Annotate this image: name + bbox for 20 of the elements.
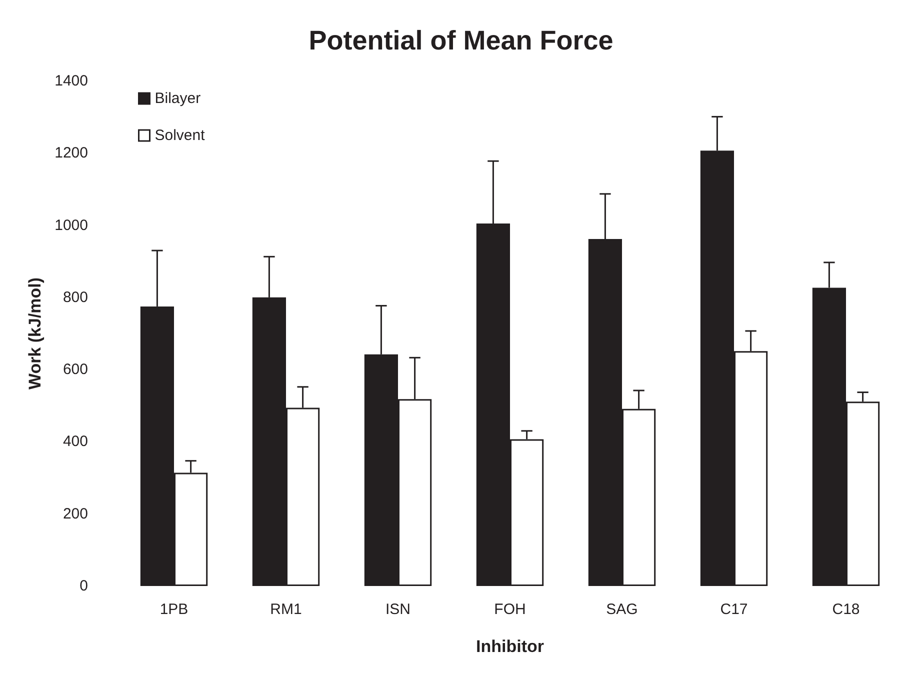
legend-label: Bilayer bbox=[154, 90, 201, 107]
legend-label: Solvent bbox=[154, 127, 206, 144]
chart-title: Potential of Mean Force bbox=[308, 26, 614, 56]
y-tick-label: 600 bbox=[62, 361, 88, 378]
x-tick-label: C17 bbox=[720, 601, 748, 618]
x-tick-label: ISN bbox=[385, 601, 411, 618]
y-tick-label: 1400 bbox=[54, 72, 88, 90]
y-tick-label: 400 bbox=[62, 433, 88, 450]
x-axis-title: Inhibitor bbox=[476, 637, 544, 656]
y-tick-label: 200 bbox=[62, 505, 88, 522]
x-tick-label: 1PB bbox=[160, 601, 188, 618]
y-tick-label: 1200 bbox=[54, 144, 88, 162]
x-tick-label: C18 bbox=[832, 601, 860, 618]
y-tick-label: 0 bbox=[80, 578, 88, 594]
y-tick-label: 1000 bbox=[54, 216, 88, 234]
x-tick-label: RM1 bbox=[270, 601, 302, 618]
y-tick-label: 800 bbox=[62, 288, 88, 306]
y-axis-title: Work (kJ/mol) bbox=[26, 277, 45, 390]
x-tick-label: FOH bbox=[494, 601, 526, 618]
x-tick-label: SAG bbox=[606, 601, 638, 618]
